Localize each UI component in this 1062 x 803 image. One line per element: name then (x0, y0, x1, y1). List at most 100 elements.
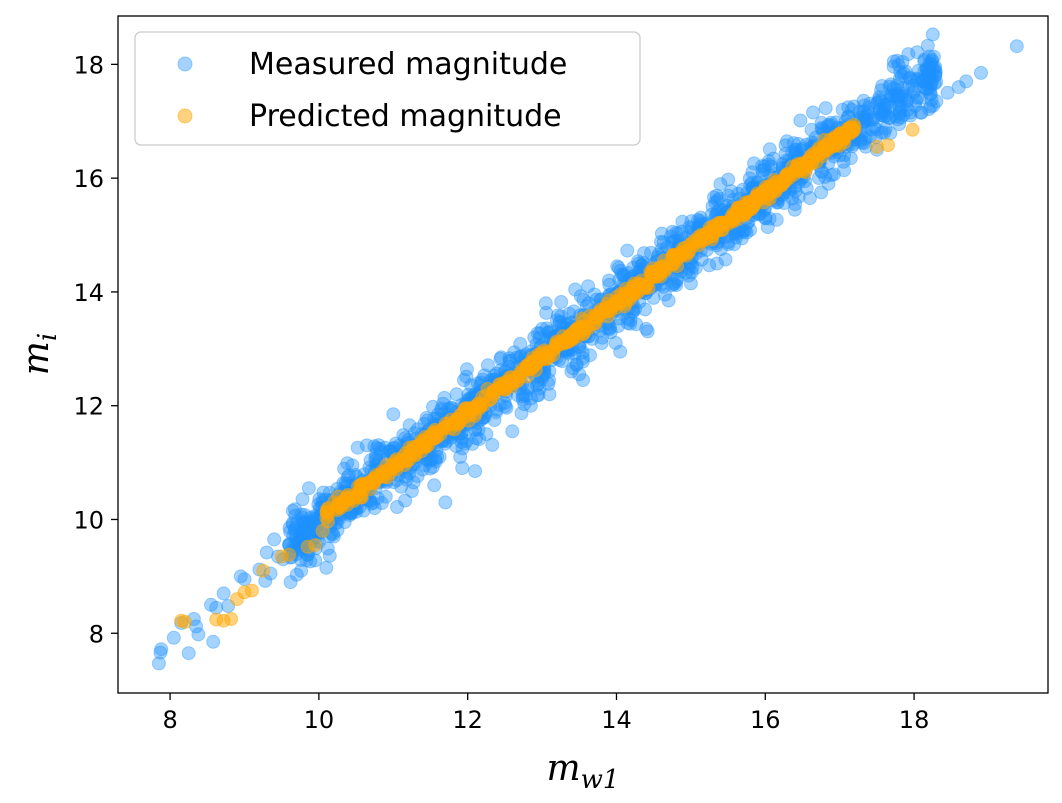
measured-point (877, 97, 892, 112)
x-tick-label: 14 (601, 706, 632, 734)
measured-point (531, 376, 546, 391)
measured-point (259, 545, 274, 560)
measured-point (426, 399, 440, 414)
measured-point (824, 115, 839, 130)
measured-point (503, 353, 518, 368)
predicted-point (224, 612, 239, 626)
measured-point (461, 387, 476, 402)
measured-point (567, 346, 582, 361)
measured-point (894, 86, 909, 101)
measured-point (712, 191, 727, 206)
series-predicted-magnitude (174, 118, 920, 629)
legend-box (134, 31, 641, 146)
measured-point (721, 172, 736, 187)
measured-point (895, 55, 910, 69)
measured-point (720, 235, 735, 250)
measured-point (434, 403, 449, 418)
measured-point (340, 456, 355, 471)
measured-point (836, 154, 851, 169)
measured-point (489, 405, 504, 420)
measured-point (974, 65, 988, 80)
measured-point (637, 246, 651, 261)
measured-point (713, 242, 728, 257)
measured-point (297, 516, 312, 531)
measured-point (870, 122, 885, 137)
measured-point (910, 72, 925, 87)
measured-point (853, 133, 868, 148)
measured-point (320, 541, 335, 556)
x-tick-label: 8 (162, 706, 177, 734)
measured-point (425, 460, 440, 474)
measured-point (693, 210, 708, 225)
measured-point (928, 68, 943, 83)
measured-point (151, 656, 166, 671)
measured-point (712, 202, 727, 217)
measured-point (778, 138, 793, 153)
measured-point (283, 524, 298, 539)
y-axis-title-base: m (16, 341, 57, 375)
measured-point (793, 113, 808, 128)
measured-point (928, 68, 943, 83)
measured-point (757, 159, 772, 174)
measured-point (423, 453, 438, 468)
measured-point (876, 101, 891, 116)
measured-point (623, 313, 638, 328)
predicted-point (320, 502, 335, 517)
measured-point (420, 413, 435, 428)
measured-point (847, 99, 862, 114)
predicted-point (566, 331, 581, 345)
x-tick-label: 12 (452, 706, 483, 734)
measured-point (608, 336, 623, 350)
measured-point (398, 493, 413, 508)
measured-point (410, 469, 425, 484)
measured-point (917, 54, 932, 69)
measured-point (1009, 39, 1024, 54)
measured-point (915, 74, 930, 89)
measured-point (857, 110, 872, 125)
measured-point (929, 94, 944, 109)
measured-point (684, 265, 699, 280)
measured-point (872, 92, 887, 107)
measured-point (386, 407, 401, 422)
measured-point (923, 87, 938, 102)
measured-point (153, 645, 168, 660)
measured-point (922, 70, 937, 85)
measured-point (903, 71, 918, 86)
measured-point (860, 108, 874, 123)
legend-marker-measured (177, 56, 193, 72)
measured-point (892, 106, 907, 121)
measured-point (527, 330, 542, 345)
measured-point (874, 125, 889, 140)
measured-point (639, 321, 654, 336)
predicted-point (590, 309, 605, 324)
measured-point (667, 276, 682, 291)
measured-point (818, 101, 833, 116)
measured-point (166, 630, 181, 645)
x-tick-label: 16 (750, 706, 781, 734)
measured-point (303, 554, 318, 569)
measured-point (913, 105, 928, 120)
measured-point (479, 427, 494, 442)
measured-point (920, 66, 935, 81)
measured-point (427, 478, 442, 493)
measured-point (674, 224, 689, 239)
predicted-point (550, 337, 565, 352)
measured-point (860, 112, 875, 127)
measured-point (921, 67, 936, 81)
measured-point (872, 90, 887, 105)
measured-point (702, 258, 717, 273)
measured-point (884, 88, 899, 103)
measured-point (541, 376, 556, 391)
measured-point (908, 99, 923, 113)
predicted-point (611, 294, 626, 309)
measured-point (894, 68, 909, 83)
measured-point (873, 94, 888, 109)
measured-point (879, 97, 894, 112)
predicted-point (638, 278, 652, 293)
y-axis-title-sub: i (33, 333, 63, 341)
measured-point (709, 256, 724, 271)
measured-point (925, 52, 939, 67)
measured-point (841, 100, 856, 115)
y-axis-title: mi (16, 333, 63, 375)
